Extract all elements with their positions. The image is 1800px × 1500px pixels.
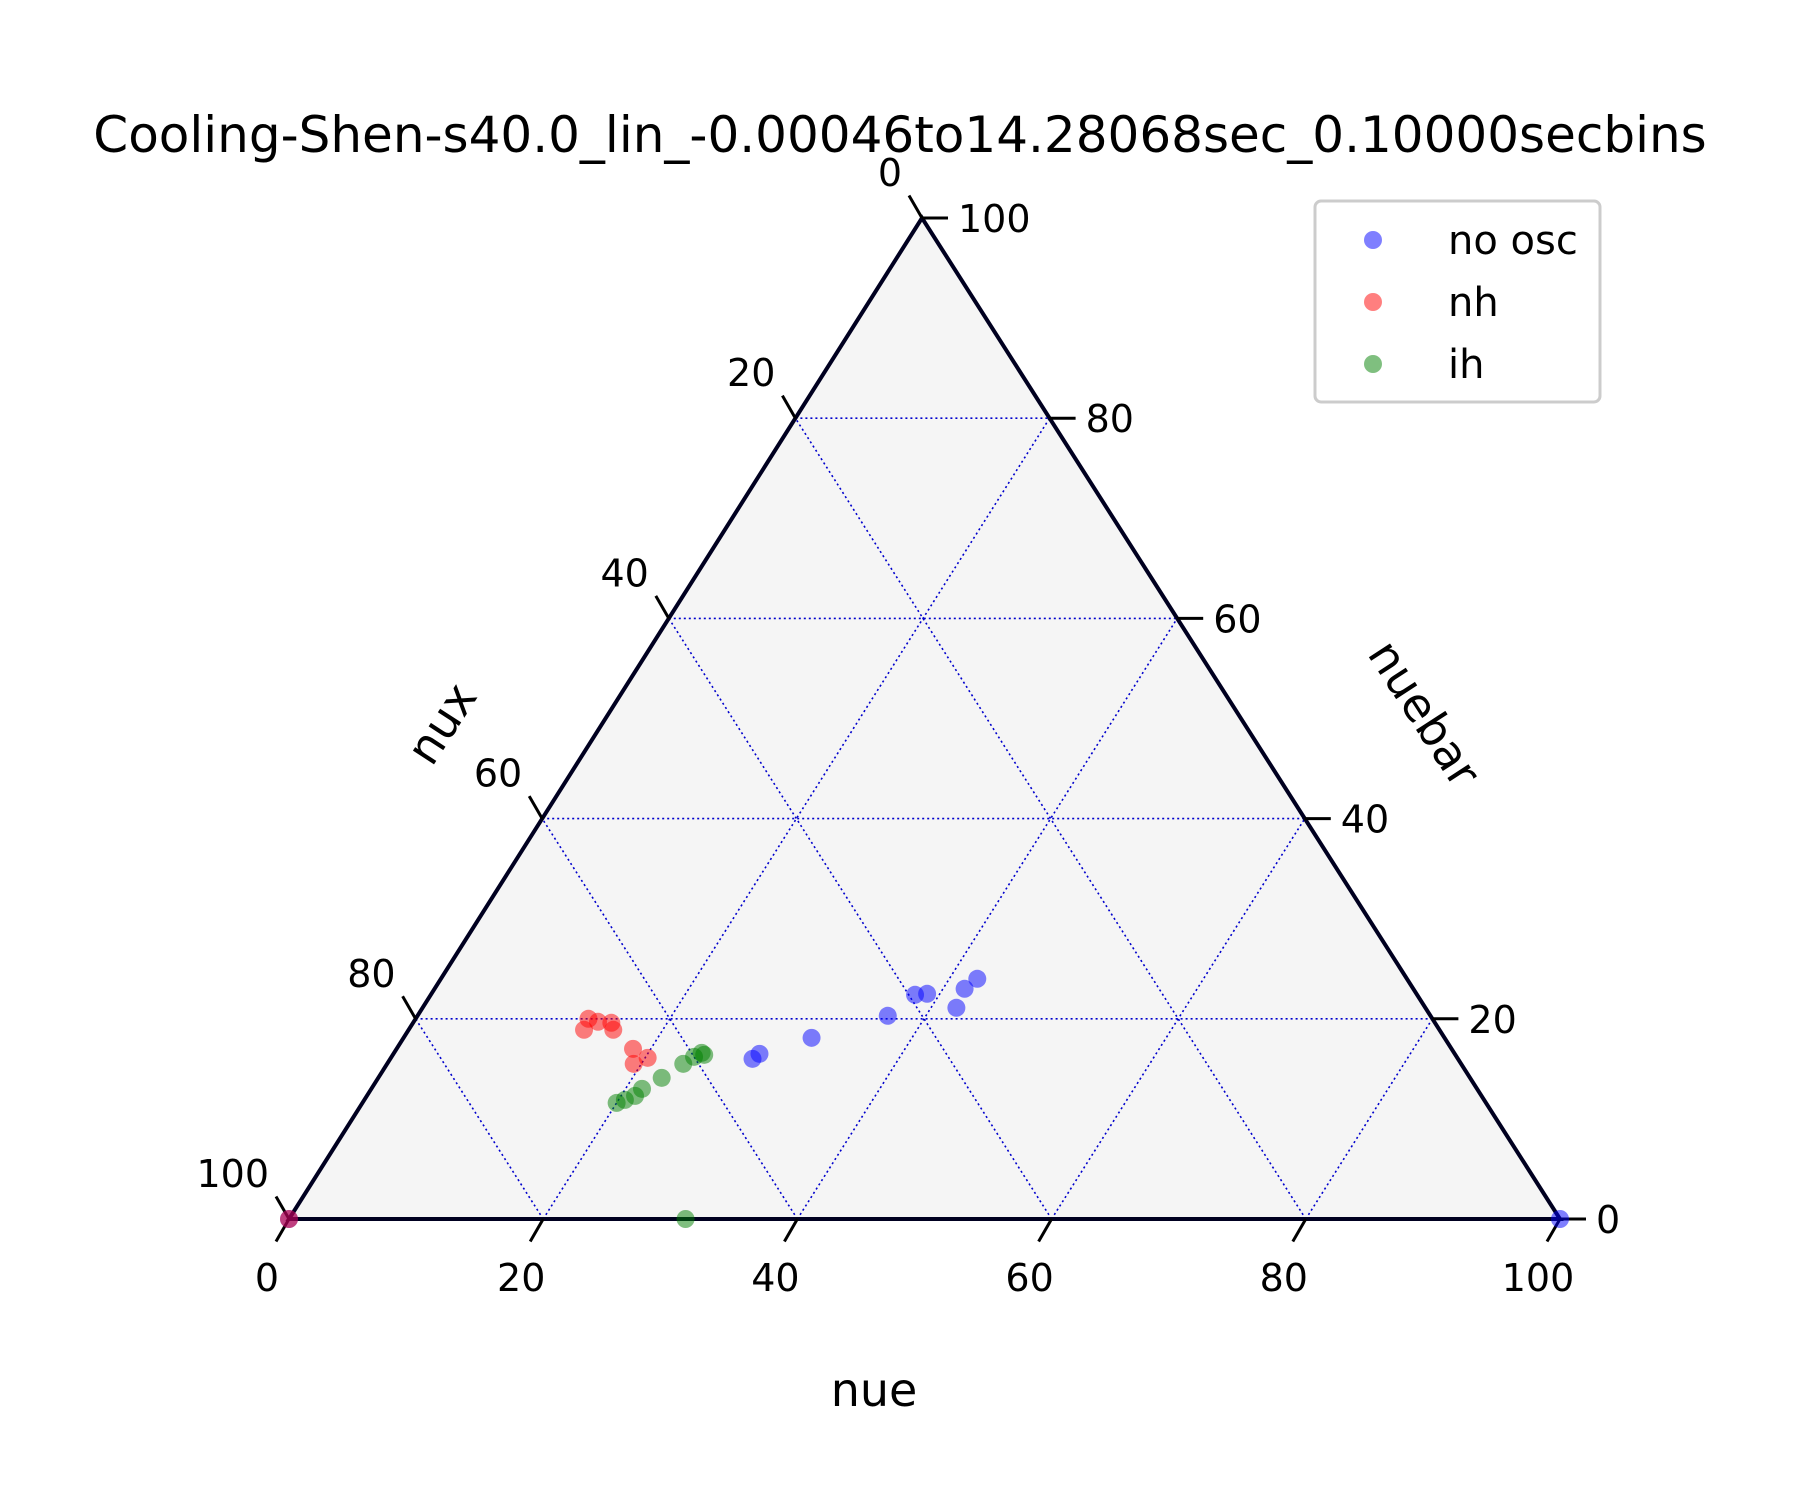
legend-box (1313, 199, 1602, 404)
gridline (668, 617, 1053, 1220)
point-nh (624, 1039, 643, 1058)
point-nh (280, 1210, 298, 1228)
gridline (541, 818, 799, 1220)
ticks: 0 20 40 60 80 100 0 20 40 60 80 100 0 20 40 60 80 100 (196, 151, 1620, 1300)
gridline (796, 617, 1178, 1220)
point-ih (652, 1068, 671, 1087)
point-ih (633, 1079, 652, 1098)
legend-marker-no-osc (1364, 231, 1382, 249)
tick-label-nue-80: 80 (1260, 1256, 1308, 1300)
point-nh (588, 1012, 607, 1031)
tick-label-nux-20: 20 (727, 351, 775, 395)
series-no-osc (280, 969, 1569, 1228)
chart-title: Cooling-Shen-s40.0_lin_-0.00046to14.2806… (93, 106, 1706, 164)
point-no-osc (947, 998, 966, 1017)
series-ih (607, 1043, 714, 1228)
tick-nux-20 (781, 394, 797, 419)
tick-label-nuebar-0: 0 (1596, 1198, 1620, 1242)
point-nh (604, 1020, 623, 1039)
series-nh (280, 1009, 657, 1228)
tick-label-nux-40: 40 (600, 551, 648, 595)
tick-nux-60 (527, 795, 544, 820)
tick-label-nuebar-60: 60 (1213, 597, 1261, 641)
tick-label-nue-100: 100 (1502, 1256, 1575, 1300)
axis-label-nuebar: nuebar (1357, 630, 1491, 796)
tick-label-nux-0: 0 (878, 151, 902, 195)
point-ih (695, 1045, 714, 1064)
point-nh (624, 1054, 643, 1073)
legend-label-no-osc: no osc (1448, 218, 1578, 264)
tick-label-nuebar-40: 40 (1341, 798, 1389, 842)
tick-nue-80 (1291, 1218, 1308, 1243)
tick-label-nux-60: 60 (474, 752, 522, 796)
point-nh (638, 1048, 657, 1067)
point-no-osc (955, 979, 974, 998)
legend-marker-nh (1364, 293, 1382, 311)
point-ih (676, 1210, 695, 1228)
point-no-osc (802, 1028, 821, 1047)
legend-marker-ih (1364, 355, 1382, 373)
tick-label-nue-0: 0 (255, 1256, 279, 1300)
tick-label-nuebar-100: 100 (958, 197, 1031, 241)
legend: no osc nh ih (1313, 199, 1602, 404)
gridlines (414, 417, 1434, 1220)
tick-label-nux-80: 80 (347, 952, 395, 996)
tick-label-nux-100: 100 (196, 1152, 269, 1196)
point-no-osc (968, 969, 987, 988)
legend-label-ih: ih (1448, 342, 1484, 388)
point-no-osc (878, 1006, 897, 1025)
tick-nux-40 (654, 595, 671, 620)
tick-label-nue-40: 40 (751, 1256, 799, 1300)
gridline (1050, 818, 1306, 1220)
tick-label-nue-60: 60 (1005, 1256, 1053, 1300)
tick-label-nuebar-80: 80 (1086, 397, 1134, 441)
point-no-osc (1551, 1210, 1569, 1228)
tick-nue-20 (528, 1218, 545, 1243)
plot-area (289, 218, 1560, 1219)
point-no-osc (918, 984, 937, 1003)
tick-nux-0 (907, 194, 924, 219)
gridline (794, 417, 1307, 1220)
tick-label-nue-20: 20 (497, 1256, 545, 1300)
tick-nue-40 (783, 1218, 799, 1243)
data-points (280, 969, 1569, 1228)
tick-label-nuebar-20: 20 (1468, 998, 1516, 1042)
axis-label-nue: nue (831, 1363, 918, 1417)
tick-nux-80 (401, 995, 417, 1020)
triangle-frame (285, 214, 1564, 1221)
point-no-osc (743, 1049, 762, 1068)
tick-nue-60 (1037, 1218, 1053, 1243)
legend-label-nh: nh (1448, 280, 1499, 326)
